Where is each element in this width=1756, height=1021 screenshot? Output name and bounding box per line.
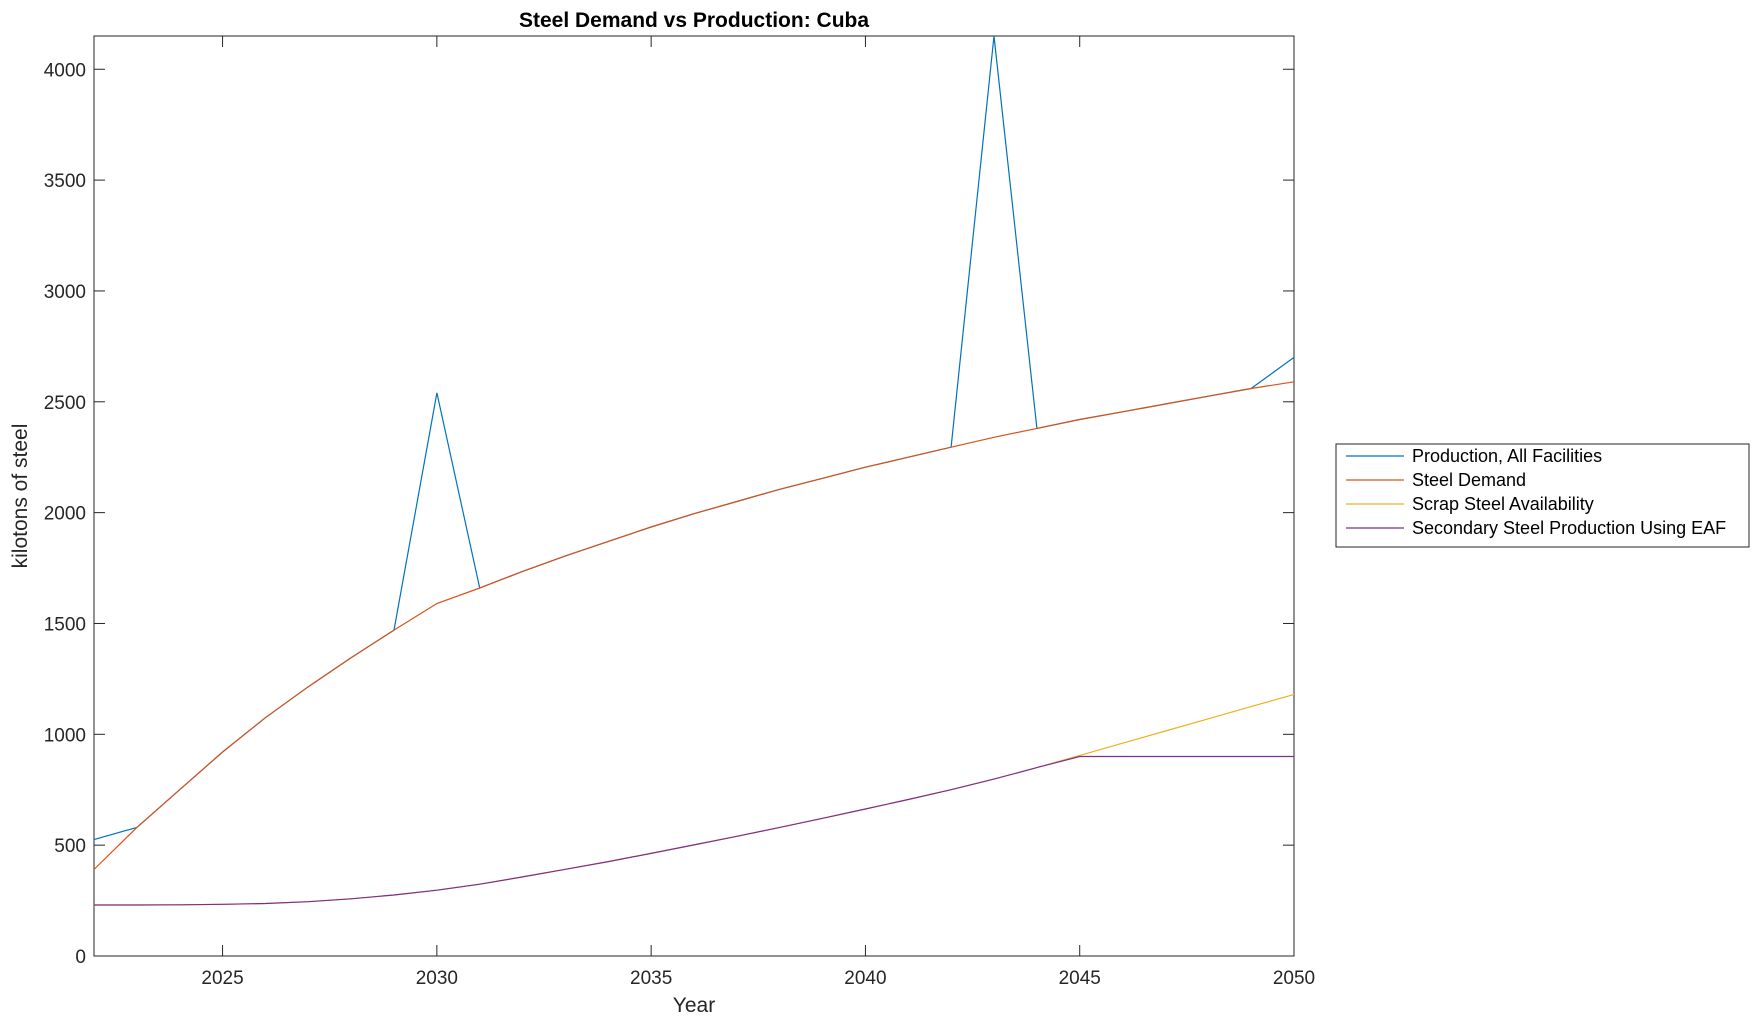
plot-area [93, 35, 1295, 957]
y-tick-label: 4000 [44, 60, 86, 81]
y-tick-label: 0 [75, 947, 86, 968]
x-tick-label: 2030 [416, 968, 458, 989]
legend-item-label: Scrap Steel Availability [1412, 494, 1594, 514]
chart-title: Steel Demand vs Production: Cuba [519, 9, 869, 32]
legend-item-label: Steel Demand [1412, 470, 1526, 490]
y-tick-label: 1500 [44, 614, 86, 635]
y-tick-label: 500 [54, 836, 86, 857]
x-axis-label: Year [673, 994, 715, 1017]
legend-box [1335, 443, 1750, 548]
y-tick-label: 2500 [44, 393, 86, 414]
x-tick-label: 2045 [1059, 968, 1101, 989]
legend: Production, All Facilities Steel Demand Sc… [1335, 443, 1750, 548]
y-tick-label: 3500 [44, 171, 86, 192]
series-lines [93, 35, 1295, 906]
y-tick-label: 2000 [44, 504, 86, 525]
legend-item-label: Production, All Facilities [1412, 446, 1602, 466]
x-tick-label: 2025 [201, 968, 243, 989]
y-axis-ticks: 0 500 1000 1500 2000 2500 3000 3500 4000 [44, 60, 1294, 968]
y-tick-label: 3000 [44, 282, 86, 303]
x-tick-label: 2040 [844, 968, 886, 989]
series-line-2 [93, 381, 1295, 870]
y-tick-label: 1000 [44, 725, 86, 746]
x-tick-label: 2035 [630, 968, 672, 989]
x-tick-label: 2050 [1273, 968, 1315, 989]
x-axis-ticks: 2025 2030 2035 2040 2045 2050 [201, 36, 1315, 989]
series-line-4 [94, 755, 1294, 906]
legend-item-label: Secondary Steel Production Using EAF [1412, 518, 1726, 538]
y-axis-label: kilotons of steel [9, 424, 32, 569]
